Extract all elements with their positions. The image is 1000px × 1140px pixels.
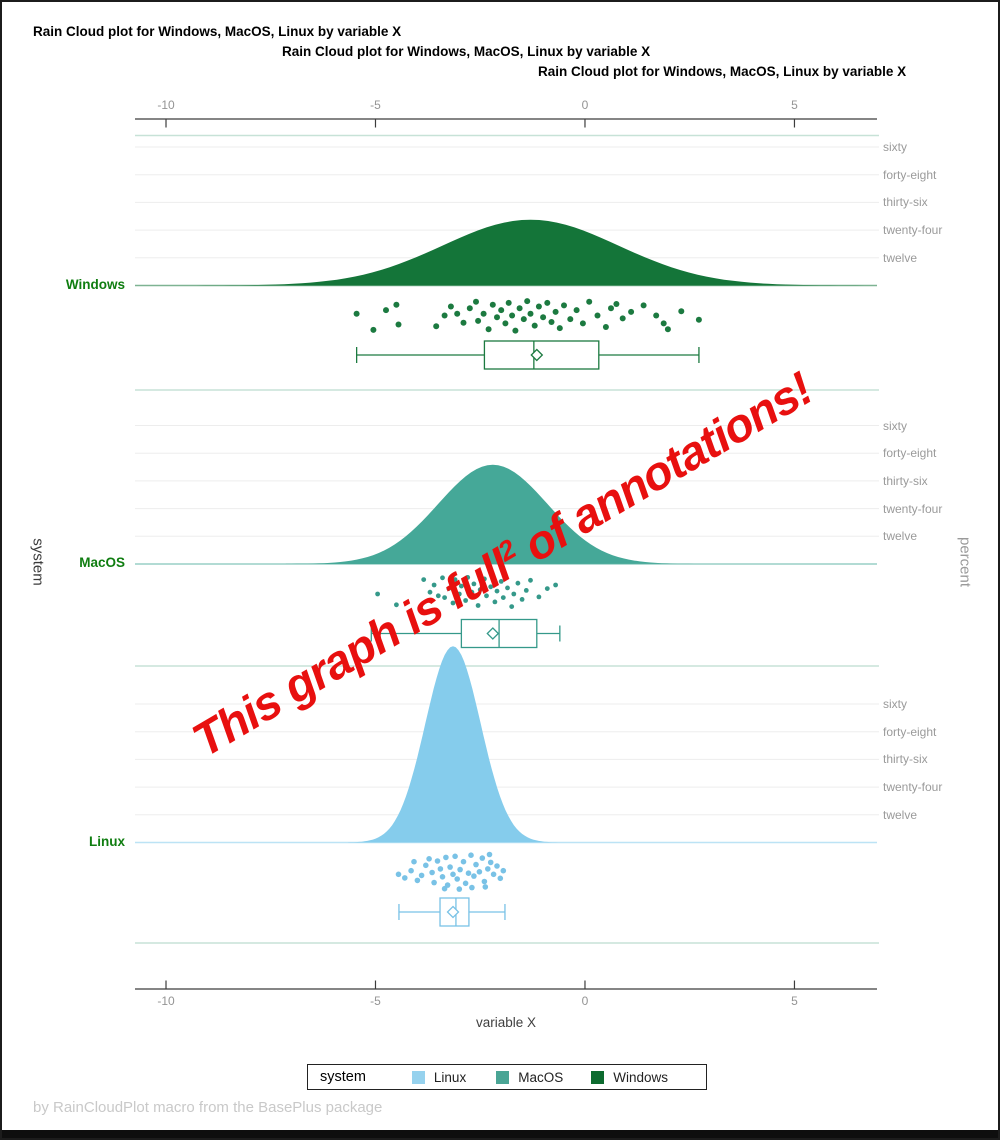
legend-label-windows: Windows — [613, 1069, 668, 1085]
category-label-windows: Windows — [65, 277, 125, 292]
legend-swatch-linux — [411, 1070, 425, 1084]
bottom-border-bar — [2, 1130, 998, 1138]
boxplot-windows — [355, 340, 700, 370]
density-macos — [285, 464, 700, 564]
chart-title-3: Rain Cloud plot for Windows, MacOS, Linu… — [538, 64, 907, 79]
legend-label-linux: Linux — [433, 1069, 467, 1085]
density-linux — [347, 646, 559, 843]
legend-label-macos: MacOS — [518, 1069, 564, 1085]
y2-axis-label: percent — [956, 536, 974, 588]
y-axis-label: system — [29, 538, 47, 586]
x-axis-label: variable X — [475, 1015, 537, 1030]
boxplot-macos — [370, 618, 561, 649]
chart-title-1: Rain Cloud plot for Windows, MacOS, Linu… — [33, 24, 402, 39]
legend-item-macos: MacOS — [496, 1070, 563, 1085]
category-label-macos: MacOS — [79, 555, 125, 570]
category-label-linux: Linux — [89, 834, 125, 849]
legend: system Linux MacOS Windows — [307, 1064, 707, 1090]
footer-credit: by RainCloudPlot macro from the BasePlus… — [33, 1099, 383, 1116]
legend-item-linux: Linux — [411, 1069, 467, 1085]
legend-swatch-macos — [496, 1070, 510, 1084]
boxplot-linux — [398, 897, 506, 927]
chart-title-2: Rain Cloud plot for Windows, MacOS, Linu… — [282, 44, 651, 59]
legend-swatch-windows — [591, 1070, 605, 1084]
density-windows — [196, 219, 865, 286]
legend-item-windows: Windows — [591, 1070, 668, 1085]
legend-title: system — [320, 1069, 366, 1085]
